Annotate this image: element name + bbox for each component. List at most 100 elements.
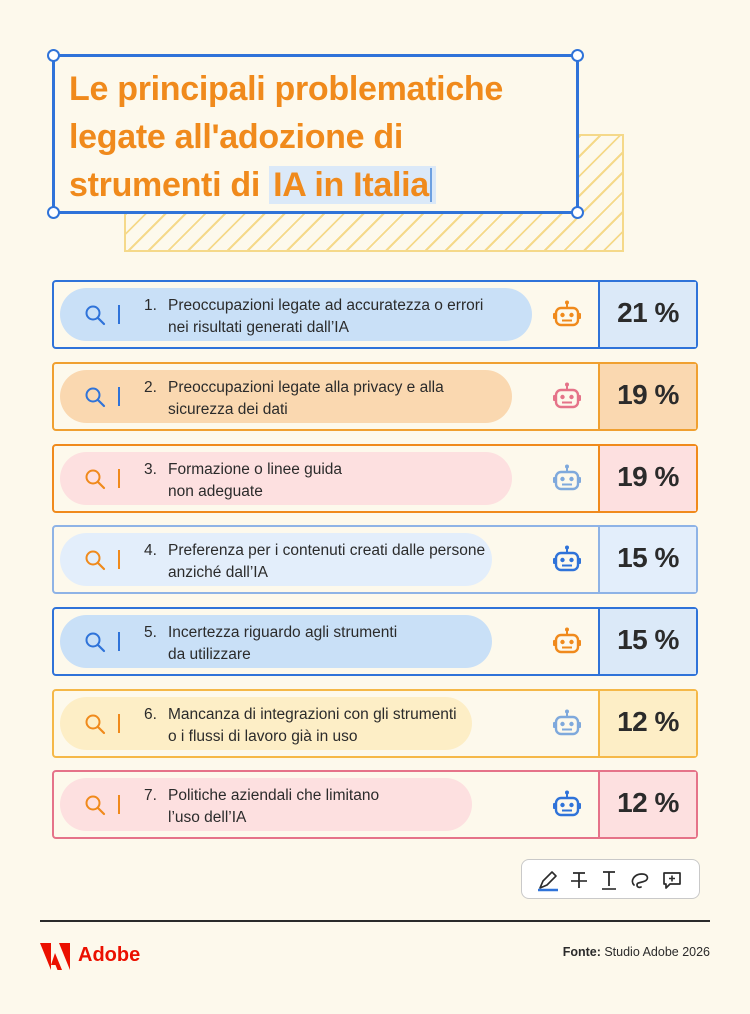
robot-icon (553, 464, 581, 491)
robot-icon (553, 709, 581, 736)
list-item: 4. Preferenza per i contenuti creati dal… (52, 525, 698, 594)
item-label-line-1: Preoccupazioni legate ad accuratezza o e… (168, 297, 484, 314)
title-line-2: legate all'adozione di (69, 118, 403, 156)
source-value: Studio Adobe 2026 (600, 945, 710, 959)
item-label-line-1: Mancanza di integrazioni con gli strumen… (168, 706, 457, 723)
search-pill[interactable]: 6. Mancanza di integrazioni con gli stru… (60, 697, 472, 750)
item-number: 4. (144, 542, 157, 559)
resize-handle-top-right[interactable] (571, 49, 584, 62)
input-caret (118, 550, 120, 569)
title-selection-box[interactable]: Le principali problematiche legate all'a… (47, 49, 584, 219)
item-label-line-2: non adeguate (168, 483, 263, 500)
percentage-cell: 21 % (598, 282, 696, 347)
input-caret (118, 469, 120, 488)
percentage-value: 12 % (617, 787, 679, 818)
search-icon (85, 795, 106, 816)
search-icon (85, 632, 106, 653)
page-title: Le principali problematiche legate all'a… (69, 65, 569, 209)
item-number: 1. (144, 297, 157, 314)
add-comment-icon[interactable] (660, 868, 684, 892)
highlighter-icon[interactable] (536, 868, 560, 892)
robot-icon (553, 790, 581, 817)
item-label-line-2: anziché dall’IA (168, 564, 268, 581)
lasso-icon[interactable] (628, 868, 652, 892)
item-number: 6. (144, 706, 157, 723)
input-caret (118, 632, 120, 651)
item-label-line-1: Preferenza per i contenuti creati dalle … (168, 542, 486, 559)
percentage-cell: 19 % (598, 364, 696, 429)
percentage-cell: 12 % (598, 691, 696, 756)
source-label: Fonte: (562, 945, 601, 959)
robot-icon (553, 300, 581, 327)
item-label: Mancanza di integrazioni con gli strumen… (168, 704, 528, 748)
search-icon (85, 305, 106, 326)
item-label-line-2: da utilizzare (168, 646, 251, 663)
text-cursor (429, 168, 432, 202)
item-label-line-1: Politiche aziendali che limitano (168, 787, 380, 804)
item-label-line-2: nei risultati generati dall’IA (168, 319, 349, 336)
item-label-line-2: o i flussi di lavoro già in uso (168, 728, 358, 745)
title-line-3: strumenti di IA in Italia (69, 161, 569, 209)
item-label-line-2: l’uso dell’IA (168, 809, 247, 826)
search-pill[interactable]: 5. Incertezza riguardo agli strumenti da … (60, 615, 492, 668)
resize-handle-top-left[interactable] (47, 49, 60, 62)
percentage-value: 15 % (617, 624, 679, 655)
item-number: 5. (144, 624, 157, 641)
input-caret (118, 714, 120, 733)
robot-icon (553, 382, 581, 409)
robot-icon (553, 627, 581, 654)
list-item: 3. Formazione o linee guida non adeguate … (52, 444, 698, 513)
percentage-cell: 19 % (598, 446, 696, 511)
resize-handle-bottom-left[interactable] (47, 206, 60, 219)
search-pill[interactable]: 3. Formazione o linee guida non adeguate (60, 452, 512, 505)
percentage-cell: 12 % (598, 772, 696, 837)
search-icon (85, 714, 106, 735)
robot-icon (553, 545, 581, 572)
brand-name: Adobe (78, 944, 141, 966)
item-label: Preferenza per i contenuti creati dalle … (168, 540, 528, 584)
percentage-value: 19 % (617, 379, 679, 410)
title-line-3-prefix: strumenti di (69, 166, 270, 204)
item-label-line-1: Formazione o linee guida (168, 461, 343, 478)
title-line-1: Le principali problematiche (69, 70, 503, 108)
text-cursor-icon[interactable] (597, 868, 621, 892)
list-item: 5. Incertezza riguardo agli strumenti da … (52, 607, 698, 676)
percentage-cell: 15 % (598, 609, 696, 674)
item-number: 2. (144, 379, 157, 396)
list-item: 6. Mancanza di integrazioni con gli stru… (52, 689, 698, 758)
item-label: Incertezza riguardo agli strumenti da uti… (168, 622, 528, 666)
resize-handle-bottom-right[interactable] (571, 206, 584, 219)
percentage-value: 15 % (617, 542, 679, 573)
item-number: 3. (144, 461, 157, 478)
item-label: Preoccupazioni legate alla privacy e all… (168, 377, 528, 421)
item-label: Politiche aziendali che limitano l’uso de… (168, 785, 528, 829)
list-item: 2. Preoccupazioni legate alla privacy e … (52, 362, 698, 431)
list-item: 7. Politiche aziendali che limitano l’uso… (52, 770, 698, 839)
search-pill[interactable]: 4. Preferenza per i contenuti creati dal… (60, 533, 492, 586)
annotation-toolbar (521, 859, 700, 899)
source-note: Fonte: Studio Adobe 2026 (563, 945, 710, 959)
item-label: Preoccupazioni legate ad accuratezza o e… (168, 295, 528, 339)
title-highlight-text: IA in Italia (273, 166, 429, 204)
input-caret (118, 795, 120, 814)
search-icon (85, 387, 106, 408)
percentage-value: 12 % (617, 706, 679, 737)
input-caret (118, 387, 120, 406)
percentage-value: 19 % (617, 461, 679, 492)
search-pill[interactable]: 1. Preoccupazioni legate ad accuratezza … (60, 288, 532, 341)
item-label-line-2: sicurezza dei dati (168, 401, 288, 418)
item-number: 7. (144, 787, 157, 804)
input-caret (118, 305, 120, 324)
search-icon (85, 469, 106, 490)
strikethrough-icon[interactable] (567, 868, 591, 892)
item-label-line-1: Incertezza riguardo agli strumenti (168, 624, 398, 641)
percentage-value: 21 % (617, 297, 679, 328)
footer-divider (40, 920, 710, 922)
item-label-line-1: Preoccupazioni legate alla privacy e all… (168, 379, 444, 396)
search-pill[interactable]: 2. Preoccupazioni legate alla privacy e … (60, 370, 512, 423)
percentage-cell: 15 % (598, 527, 696, 592)
adobe-logo-icon (40, 943, 70, 970)
list-item: 1. Preoccupazioni legate ad accuratezza … (52, 280, 698, 349)
search-pill[interactable]: 7. Politiche aziendali che limitano l’uso… (60, 778, 472, 831)
title-highlight: IA in Italia (269, 166, 436, 204)
